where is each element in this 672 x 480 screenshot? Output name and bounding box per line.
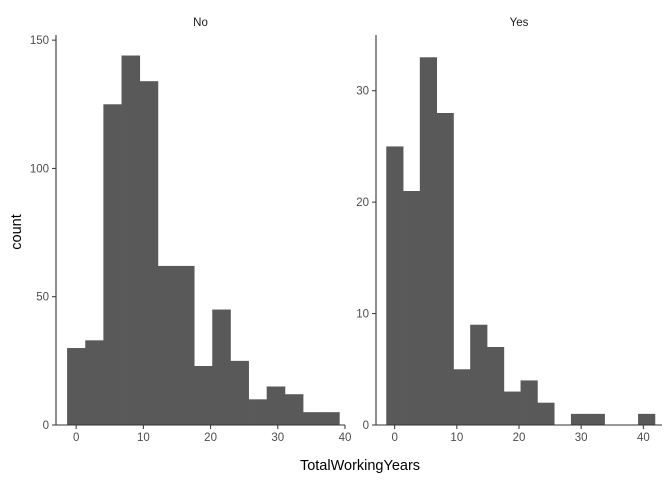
y-tick-label: 0 bbox=[363, 420, 369, 432]
histogram-bar-yes-3 bbox=[436, 113, 454, 425]
histogram-bar-yes-5 bbox=[470, 324, 488, 425]
histogram-bar-no-3 bbox=[121, 55, 141, 425]
histogram-bar-yes-4 bbox=[453, 369, 471, 425]
histogram-bar-no-9 bbox=[230, 360, 249, 425]
histogram-bar-no-4 bbox=[139, 81, 159, 426]
x-tick-label: 0 bbox=[391, 432, 397, 444]
facet-strip-label: No bbox=[193, 17, 208, 29]
histogram-bar-no-7 bbox=[194, 365, 213, 425]
histogram-bar-yes-11 bbox=[570, 413, 589, 425]
y-tick-label: 150 bbox=[30, 35, 49, 47]
histogram-bar-yes-7 bbox=[503, 391, 521, 425]
x-tick-label: 40 bbox=[339, 432, 352, 444]
histogram-bar-yes-15 bbox=[638, 413, 656, 425]
histogram-bar-no-13 bbox=[302, 412, 322, 425]
y-tick-label: 0 bbox=[43, 420, 49, 432]
histogram-bar-no-8 bbox=[212, 309, 231, 425]
y-tick-label: 20 bbox=[356, 197, 369, 209]
histogram-bar-no-5 bbox=[157, 265, 177, 425]
histogram-bar-no-6 bbox=[175, 265, 195, 425]
x-tick-label: 10 bbox=[137, 432, 150, 444]
histogram-bar-no-12 bbox=[284, 394, 304, 425]
histogram-bar-no-14 bbox=[321, 412, 340, 425]
x-tick-label: 10 bbox=[450, 432, 463, 444]
histogram-bar-yes-6 bbox=[486, 347, 505, 425]
facet-panel-no: No 0 10 20 30 40 0 50 100 150 bbox=[30, 17, 352, 444]
x-axis-title: TotalWorkingYears bbox=[300, 458, 420, 474]
histogram-bar-no-1 bbox=[85, 340, 104, 425]
y-tick-label: 50 bbox=[36, 292, 49, 304]
y-tick-label: 30 bbox=[356, 86, 369, 98]
histogram-bar-no-2 bbox=[103, 104, 122, 425]
y-tick-label: 10 bbox=[356, 309, 369, 321]
histogram-bar-no-10 bbox=[248, 399, 268, 425]
histogram-bar-yes-9 bbox=[537, 402, 555, 425]
histogram-bar-yes-0 bbox=[386, 146, 404, 425]
x-tick-label: 40 bbox=[637, 432, 650, 444]
x-tick-label: 20 bbox=[204, 432, 217, 444]
y-axis-title: count bbox=[9, 214, 25, 249]
x-tick-label: 30 bbox=[575, 432, 588, 444]
y-tick-label: 100 bbox=[30, 163, 49, 175]
x-tick-label: 0 bbox=[73, 432, 79, 444]
x-tick-label: 20 bbox=[513, 432, 526, 444]
facet-strip-label: Yes bbox=[510, 17, 529, 29]
histogram-bar-yes-12 bbox=[587, 413, 605, 425]
histogram-bar-no-0 bbox=[67, 348, 86, 425]
histogram-bar-no-11 bbox=[266, 386, 286, 425]
histogram-bar-yes-1 bbox=[403, 191, 421, 425]
facet-panels: No 0 10 20 30 40 0 50 100 150 Yes 0 10 20 30 40 0 10 20 30 bbox=[30, 17, 662, 444]
x-tick-label: 30 bbox=[271, 432, 284, 444]
facet-panel-yes: Yes 0 10 20 30 40 0 10 20 30 bbox=[356, 17, 662, 444]
histogram-bar-yes-8 bbox=[520, 380, 538, 425]
histogram-bar-yes-2 bbox=[419, 57, 438, 425]
